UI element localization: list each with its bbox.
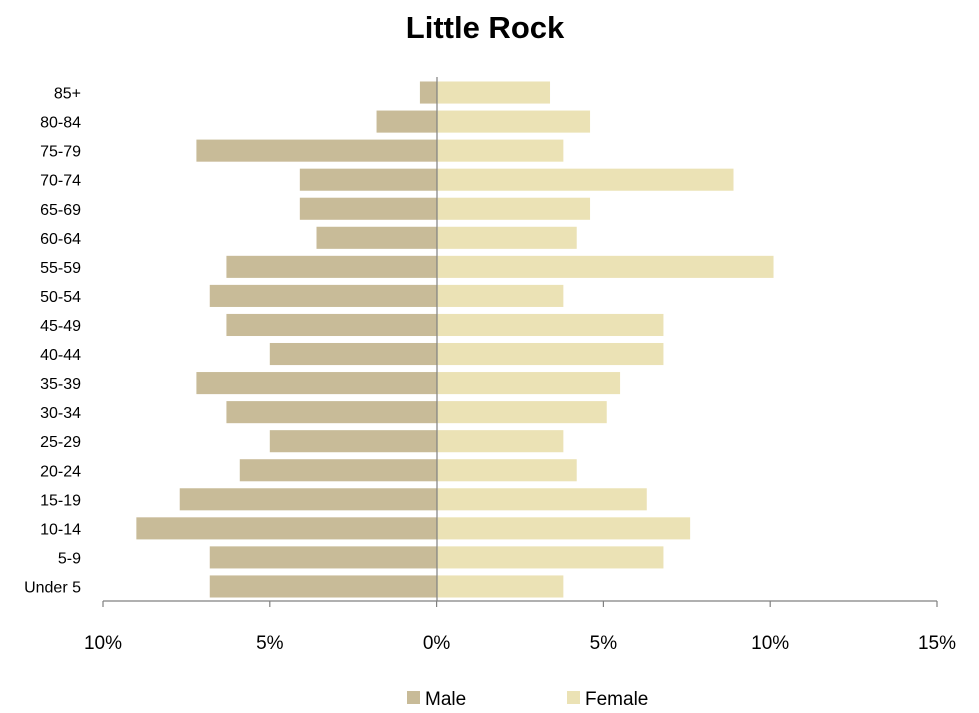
bar-male-80-84 <box>376 110 437 133</box>
legend-label-male: Male <box>425 689 466 710</box>
bar-female-40-44 <box>436 342 664 366</box>
bar-female-30-34 <box>436 401 607 424</box>
bar-female-80-84 <box>436 110 591 133</box>
bar-male-85plus <box>419 81 437 104</box>
legend-swatch-male <box>407 691 420 704</box>
category-label: 55-59 <box>40 260 81 277</box>
category-label: Under 5 <box>24 579 81 596</box>
bar-male-under-5 <box>209 575 437 598</box>
bar-female-45-49 <box>436 313 664 337</box>
bar-female-20-24 <box>436 459 577 482</box>
category-label: 80-84 <box>40 115 81 132</box>
bar-female-85plus <box>436 81 551 104</box>
bar-male-60-64 <box>316 226 437 249</box>
legend: Male Female <box>407 689 648 710</box>
category-label: 70-74 <box>40 173 81 190</box>
bar-female-35-39 <box>436 372 621 395</box>
bar-male-65-69 <box>299 197 437 220</box>
category-label: 10-14 <box>40 521 81 538</box>
x-tick-label: 5% <box>590 633 618 654</box>
x-tick-label: 10% <box>751 633 789 654</box>
category-label: 50-54 <box>40 289 81 306</box>
category-label: 20-24 <box>40 463 81 480</box>
bar-female-75-79 <box>436 139 564 162</box>
category-label: 30-34 <box>40 405 81 422</box>
category-label: 65-69 <box>40 202 81 219</box>
bar-male-75-79 <box>196 139 437 162</box>
category-labels: Under 5 5-9 10-14 15-19 20-24 25-29 30-34 35-39… <box>24 86 81 597</box>
bar-male-15-19 <box>179 488 437 511</box>
x-tick-label: 5% <box>256 633 284 654</box>
bars-group <box>136 81 774 598</box>
category-label: 35-39 <box>40 376 81 393</box>
bar-female-15-19 <box>436 488 647 511</box>
category-label: 25-29 <box>40 434 81 451</box>
bar-female-10-14 <box>436 517 691 540</box>
category-label: 45-49 <box>40 318 81 335</box>
bar-female-65-69 <box>436 197 591 220</box>
bar-female-50-54 <box>436 284 564 307</box>
bar-male-20-24 <box>239 459 437 482</box>
bar-female-70-74 <box>436 168 734 191</box>
bar-female-25-29 <box>436 430 564 453</box>
bar-female-55-59 <box>436 255 774 278</box>
bar-male-55-59 <box>226 255 437 278</box>
x-tick-label: 15% <box>918 633 956 654</box>
bar-male-30-34 <box>226 401 437 424</box>
x-tick-label: 0% <box>423 633 451 654</box>
bar-female-60-64 <box>436 226 577 249</box>
x-axis-ticks: 10% 5% 0% 5% 10% 15% <box>84 601 956 654</box>
bar-female-5-9 <box>436 546 664 569</box>
category-label: 75-79 <box>40 144 81 161</box>
legend-label-female: Female <box>585 689 648 710</box>
category-label: 85+ <box>54 86 81 103</box>
bar-male-25-29 <box>269 430 437 453</box>
bar-male-50-54 <box>209 284 437 307</box>
bar-male-35-39 <box>196 372 437 395</box>
x-tick-label: 10% <box>84 633 122 654</box>
bar-male-40-44 <box>269 342 437 366</box>
bar-male-70-74 <box>299 168 437 191</box>
legend-swatch-female <box>567 691 580 704</box>
category-label: 60-64 <box>40 231 81 248</box>
bar-male-45-49 <box>226 313 437 337</box>
bar-female-under-5 <box>436 575 564 598</box>
category-label: 15-19 <box>40 492 81 509</box>
bar-male-5-9 <box>209 546 437 569</box>
bar-male-10-14 <box>136 517 437 540</box>
chart-title: Little Rock <box>406 10 565 45</box>
category-label: 5-9 <box>58 550 81 567</box>
category-label: 40-44 <box>40 347 81 364</box>
